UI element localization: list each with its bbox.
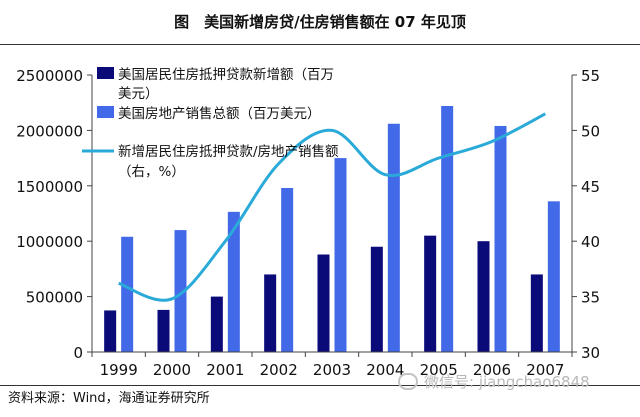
source-note: 资料来源：Wind，海通证券研究所 xyxy=(8,391,210,406)
bar-sales xyxy=(441,106,454,352)
legend-label-ratio-cont: （右，%） xyxy=(118,164,185,180)
legend-label-mortgage: 美国居民住房抵押贷款新增额（百万 xyxy=(118,67,334,83)
title-divider xyxy=(0,44,640,45)
bar-sales xyxy=(387,123,400,352)
right-tick-label: 30 xyxy=(581,344,600,362)
watermark: 微信号: jiangchao6848 xyxy=(398,372,590,392)
right-tick-label: 40 xyxy=(581,233,600,251)
legend-label-sales: 美国房地产销售总额（百万美元） xyxy=(118,106,321,122)
bar-sales xyxy=(121,236,134,352)
left-tick-label: 0 xyxy=(73,344,83,362)
wechat-icon xyxy=(398,373,418,390)
bar-mortgage xyxy=(530,274,543,352)
legend-swatch-sales xyxy=(97,106,114,118)
bar-mortgage xyxy=(157,309,170,352)
right-tick-label: 55 xyxy=(581,67,600,85)
left-tick-label: 2500000 xyxy=(16,67,83,85)
bar-sales xyxy=(281,188,294,352)
right-tick-label: 50 xyxy=(581,122,600,140)
bar-mortgage xyxy=(477,241,490,352)
watermark-text: 微信号: jiangchao6848 xyxy=(424,373,590,391)
x-tick-label: 1999 xyxy=(100,361,138,379)
left-tick-label: 1000000 xyxy=(16,233,83,251)
right-tick-label: 35 xyxy=(581,289,600,307)
left-tick-label: 500000 xyxy=(26,289,83,307)
chart-title: 图 美国新增房贷/住房销售额在 07 年见顶 xyxy=(174,13,466,31)
x-tick-label: 2004 xyxy=(366,361,404,379)
left-tick-label: 2000000 xyxy=(16,122,83,140)
legend-label-ratio: 新增居民住房抵押贷款/房地产销售额 xyxy=(118,144,339,160)
bar-mortgage xyxy=(104,310,117,352)
bar-mortgage xyxy=(264,274,277,352)
bar-mortgage xyxy=(424,235,437,352)
bar-sales xyxy=(494,125,507,352)
ratio-series-line xyxy=(118,112,547,302)
bar-sales xyxy=(547,201,560,352)
bar-mortgage xyxy=(317,254,330,352)
x-tick-label: 2001 xyxy=(206,361,244,379)
left-tick-label: 1500000 xyxy=(16,178,83,196)
bar-sales xyxy=(227,211,240,352)
bar-mortgage xyxy=(210,296,223,352)
bar-sales xyxy=(334,158,347,352)
x-tick-label: 2005 xyxy=(420,361,458,379)
footer-divider xyxy=(0,385,640,386)
x-tick-label: 2003 xyxy=(313,361,351,379)
legend: 美国居民住房抵押贷款新增额（百万美元） 美国房地产销售总额（百万美元） 新增居民住房… xyxy=(82,67,339,180)
x-tick-label: 2002 xyxy=(260,361,298,379)
x-tick-label: 2000 xyxy=(153,361,191,379)
bar-sales xyxy=(174,230,187,352)
x-tick-label: 2006 xyxy=(473,361,511,379)
right-tick-label: 45 xyxy=(581,178,600,196)
x-tick-label: 2007 xyxy=(526,361,564,379)
legend-swatch-mortgage xyxy=(97,67,114,79)
bar-mortgage xyxy=(370,246,383,352)
legend-label-mortgage-cont: 美元） xyxy=(118,86,159,102)
